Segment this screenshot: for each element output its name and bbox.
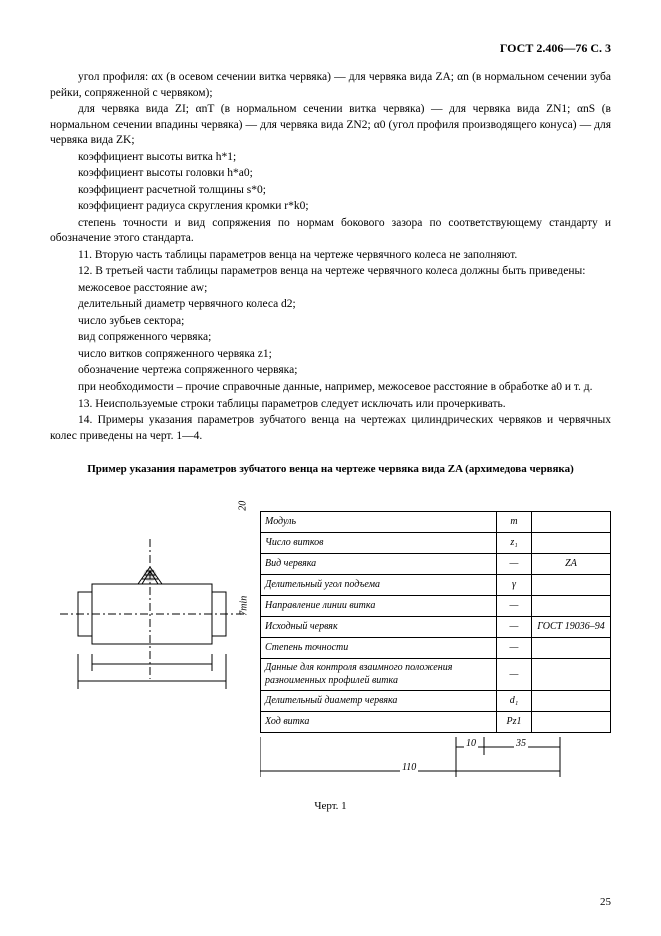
para-6: коэффициент радиуса скругления кромки r*… [50,199,611,215]
para-14: число витков сопряженного червяка z1; [50,347,611,363]
para-11: делительный диаметр червячного колеса d2… [50,297,611,313]
param-value [532,595,611,616]
param-symbol: m [497,511,532,532]
param-value [532,574,611,595]
param-label: Модуль [261,511,497,532]
dim-top: 20 [236,501,250,511]
para-18: 14. Примеры указания параметров зубчатог… [50,413,611,444]
table-row: Степень точности— [261,637,611,658]
param-symbol: — [497,637,532,658]
figure-label: Черт. 1 [50,799,611,814]
parameter-table-container: 20 7min МодульmЧисло витковz₁Вид червяка… [260,489,611,783]
worm-drawing [50,489,250,719]
para-15: обозначение чертежа сопряженного червяка… [50,363,611,379]
param-value [532,658,611,690]
dim-overall: 110 [400,761,418,775]
table-row: Ход виткаPz1 [261,711,611,732]
param-symbol: z₁ [497,532,532,553]
para-1: угол профиля: αx (в осевом сечении витка… [50,70,611,101]
para-3: коэффициент высоты витка h*1; [50,150,611,166]
param-value [532,637,611,658]
param-symbol: — [497,553,532,574]
param-value: ZA [532,553,611,574]
table-row: Модульm [261,511,611,532]
para-13: вид сопряженного червяка; [50,330,611,346]
param-value [532,711,611,732]
table-row: Исходный червяк—ГОСТ 19036–94 [261,616,611,637]
para-2: для червяка вида ZI; αnT (в нормальном с… [50,102,611,149]
param-label: Степень точности [261,637,497,658]
table-row: Число витковz₁ [261,532,611,553]
param-value: ГОСТ 19036–94 [532,616,611,637]
param-value [532,690,611,711]
para-12: число зубьев сектора; [50,314,611,330]
figure-caption: Пример указания параметров зубчатого вен… [50,462,611,477]
param-label: Делительный диаметр червяка [261,690,497,711]
para-10: межосевое расстояние aw; [50,281,611,297]
figure-area: 20 7min МодульmЧисло витковz₁Вид червяка… [50,489,611,783]
para-8: 11. Вторую часть таблицы параметров венц… [50,248,611,264]
para-17: 13. Неиспользуемые строки таблицы параме… [50,397,611,413]
param-value [532,511,611,532]
table-row: Данные для контроля взаимного положения … [261,658,611,690]
para-16: при необходимости – прочие справочные да… [50,380,611,396]
param-value [532,532,611,553]
param-symbol: γ [497,574,532,595]
para-4: коэффициент высоты головки h*a0; [50,166,611,182]
param-label: Ход витка [261,711,497,732]
table-row: Делительный диаметр червякаd₁ [261,690,611,711]
param-label: Исходный червяк [261,616,497,637]
param-label: Число витков [261,532,497,553]
table-row: Вид червяка—ZA [261,553,611,574]
table-row: Делительный угол подъемаγ [261,574,611,595]
dim-bottom-a: 10 [464,737,478,751]
page-number: 25 [600,896,611,908]
para-7: степень точности и вид сопряжения по нор… [50,216,611,247]
param-symbol: — [497,595,532,616]
dim-bottom-b: 35 [514,737,528,751]
page-header: ГОСТ 2.406—76 С. 3 [50,40,611,56]
parameter-table: МодульmЧисло витковz₁Вид червяка—ZAДелит… [260,511,611,733]
param-symbol: Pz1 [497,711,532,732]
dim-left: 7min [237,596,251,616]
para-9: 12. В третьей части таблицы параметров в… [50,264,611,280]
param-label: Направление линии витка [261,595,497,616]
param-symbol: — [497,658,532,690]
param-label: Делительный угол подъема [261,574,497,595]
param-symbol: d₁ [497,690,532,711]
param-label: Вид червяка [261,553,497,574]
param-label: Данные для контроля взаимного положения … [261,658,497,690]
table-row: Направление линии витка— [261,595,611,616]
param-symbol: — [497,616,532,637]
para-5: коэффициент расчетной толщины s*0; [50,183,611,199]
